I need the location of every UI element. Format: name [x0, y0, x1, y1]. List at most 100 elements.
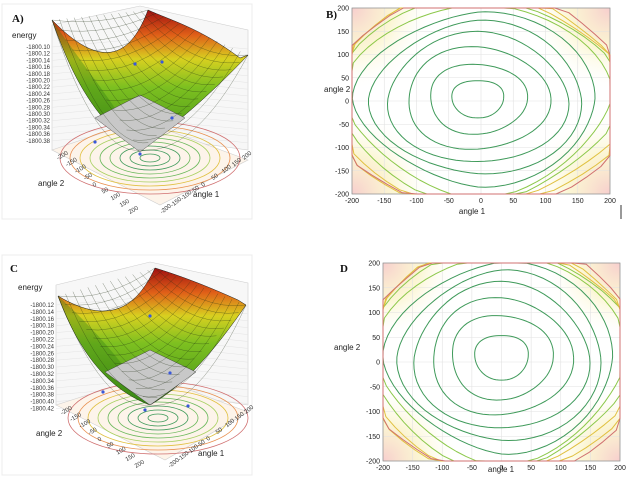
- x-tick-label: 50: [509, 198, 517, 205]
- y-tick-label: -50: [370, 384, 380, 391]
- y-tick-label: 150: [337, 29, 349, 36]
- data-point: [101, 390, 105, 394]
- mesh-line: [80, 289, 173, 383]
- panel-d-letter: D: [340, 263, 348, 275]
- mesh-line: [99, 34, 202, 91]
- mesh-line: [112, 41, 218, 111]
- x-tick-label: 200: [242, 150, 254, 161]
- mesh-line: [65, 16, 164, 42]
- panel-b-ylabel: angle 2: [324, 85, 351, 94]
- mesh-line: [65, 270, 163, 306]
- y-tick-label: -200: [60, 405, 74, 417]
- x-tick-label: -200: [376, 465, 390, 472]
- z-tick-label: -1800.10: [26, 45, 50, 51]
- mesh-line: [79, 276, 177, 322]
- mesh-line: [126, 47, 233, 131]
- panel-b: B) -200 -150 -100 -50 0 50 100 150 200 200 150 100 5…: [320, 4, 622, 219]
- z-tick-label: -1800.14: [30, 310, 54, 316]
- mesh-line: [51, 19, 141, 151]
- x-tick-label: 0: [201, 181, 208, 188]
- x-tick-label: -50: [190, 185, 201, 195]
- x-tick-label: -150: [406, 465, 420, 472]
- y-tick-label: 0: [92, 182, 98, 189]
- z-tick-label: -1800.16: [26, 65, 50, 71]
- panel-a-zlabel: energy: [12, 31, 36, 40]
- x-tick-label: 150: [572, 198, 584, 205]
- mesh-line: [133, 51, 241, 141]
- data-point: [160, 60, 164, 64]
- panel-c: C energy -1800.12-1800.14-1800.16-1800.1…: [1, 254, 256, 476]
- panel-a-ylabel: angle 2: [38, 179, 65, 188]
- mesh-line: [57, 267, 156, 298]
- z-tick-label: -1800.34: [26, 125, 50, 131]
- y-tick-label: 150: [368, 285, 380, 292]
- y-tick-label: 200: [337, 6, 349, 13]
- y-tick-label: 100: [337, 52, 349, 59]
- contour-line: [474, 335, 529, 381]
- x-tick-label: 100: [225, 418, 237, 429]
- panel-a-mesh: [51, 9, 249, 156]
- x-tick-label: -50: [444, 198, 454, 205]
- z-tick-label: -1800.24: [30, 344, 54, 350]
- mesh-line: [117, 278, 210, 345]
- mesh-line: [92, 30, 195, 81]
- contour-line: [368, 19, 583, 175]
- z-tick-label: -1800.20: [30, 331, 54, 337]
- mesh-line: [88, 16, 182, 114]
- mesh-line: [103, 14, 199, 100]
- z-tick-label: -1800.14: [26, 58, 50, 64]
- x-tick-label: -50: [467, 465, 477, 472]
- mesh-line: [100, 284, 198, 347]
- z-tick-label: -1800.36: [26, 132, 50, 138]
- x-tick-label: 200: [614, 465, 626, 472]
- data-point: [93, 140, 97, 144]
- z-tick-label: -1800.22: [30, 338, 54, 344]
- floor-contour: [147, 413, 169, 423]
- y-tick-label: -50: [88, 427, 99, 437]
- x-tick-label: 150: [234, 411, 246, 422]
- panel-c-z-ticks: -1800.12-1800.14-1800.16-1800.18-1800.20…: [30, 303, 54, 413]
- y-tick-label: 100: [116, 446, 128, 457]
- panel-b-plot: -200 -150 -100 -50 0 50 100 150 200 200 150 100 50 0 -…: [335, 6, 616, 206]
- contour-line: [451, 80, 505, 119]
- x-tick-label: 150: [585, 465, 597, 472]
- panel-c-mesh: [57, 267, 247, 412]
- mesh-line: [154, 267, 247, 306]
- y-tick-label: 200: [128, 205, 140, 216]
- mesh-line: [125, 276, 217, 337]
- z-tick-label: -1800.34: [30, 379, 54, 385]
- z-tick-label: -1800.30: [26, 112, 50, 118]
- panel-c-floor-contours: [67, 381, 249, 455]
- x-tick-label: 0: [206, 435, 213, 442]
- data-point: [186, 404, 190, 408]
- panel-c-zlabel: energy: [18, 283, 42, 292]
- y-tick-label: 200: [134, 459, 146, 470]
- y-tick-label: -50: [339, 122, 349, 129]
- mesh-line: [125, 12, 224, 78]
- mesh-line: [72, 273, 170, 314]
- y-tick-label: -150: [69, 412, 83, 424]
- z-tick-label: -1800.26: [30, 351, 54, 357]
- y-tick-label: 150: [125, 453, 137, 464]
- z-tick-label: -1800.24: [26, 92, 50, 98]
- mesh-line: [135, 299, 233, 389]
- y-tick-label: -100: [74, 164, 88, 176]
- mesh-line: [114, 290, 212, 364]
- panel-a: A) energy -1800.10-1800.12-1800.14-1800.…: [1, 3, 254, 220]
- y-tick-label: 50: [101, 187, 110, 196]
- z-tick-label: -1800.28: [26, 105, 50, 111]
- mesh-line: [51, 9, 149, 22]
- mesh-line: [72, 291, 165, 391]
- y-tick-label: -100: [335, 145, 349, 152]
- contour-line: [408, 46, 552, 150]
- y-tick-label: 50: [341, 75, 349, 82]
- panel-b-xlabel: angle 1: [459, 207, 486, 216]
- data-point: [168, 371, 172, 375]
- z-tick-label: -1800.40: [30, 400, 54, 406]
- floor-contour: [117, 401, 199, 435]
- panel-d: D -200 -150 -100 -50 0 50 100 150 200 200 150 100 50…: [330, 255, 630, 475]
- mesh-line: [121, 293, 219, 373]
- z-tick-label: -1800.28: [30, 358, 54, 364]
- z-tick-label: -1800.26: [26, 99, 50, 105]
